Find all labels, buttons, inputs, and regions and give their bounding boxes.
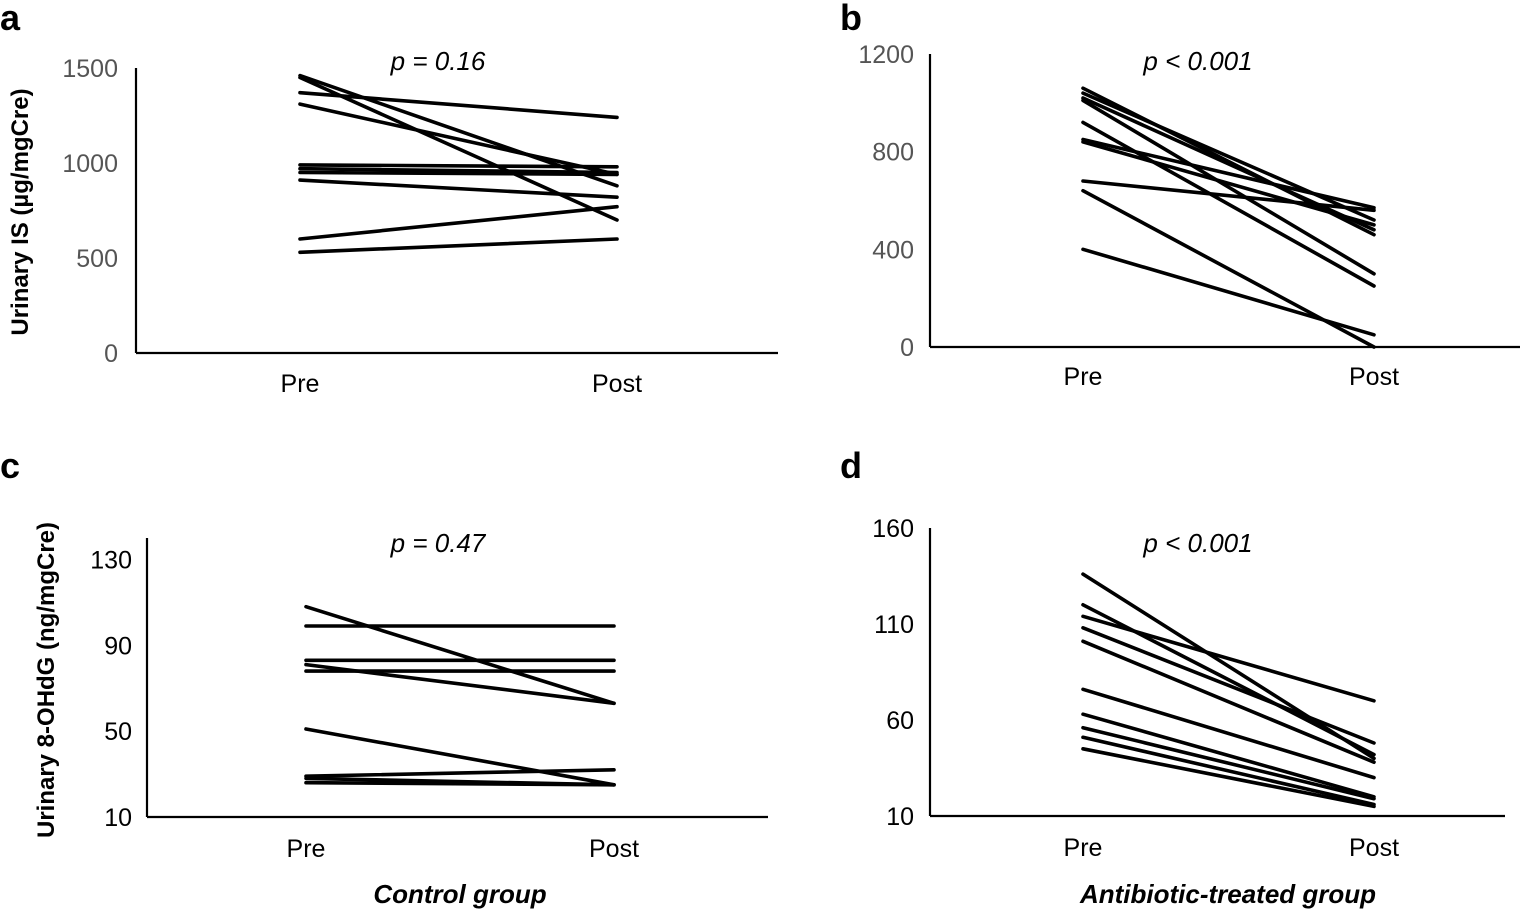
- panel-letter-c: c: [0, 445, 20, 486]
- y-tick-label: 0: [104, 340, 118, 368]
- y-tick-label: 130: [90, 546, 132, 574]
- series-line: [298, 204, 619, 241]
- series-line: [1081, 712, 1376, 799]
- y-axis-title-c: Urinary 8-OHdG (ng/mgCre): [33, 522, 60, 838]
- series-line: [304, 780, 616, 787]
- series-line: [1081, 687, 1376, 780]
- y-tick-label: 10: [104, 804, 132, 832]
- x-tick-label: Post: [589, 835, 639, 863]
- series-line: [1081, 639, 1376, 765]
- series-line: [298, 178, 619, 199]
- series-line: [1081, 735, 1376, 807]
- series-line: [298, 90, 619, 120]
- x-tick-label: Post: [592, 370, 642, 398]
- y-axis-title-a: Urinary IS (µg/mgCre): [7, 88, 34, 335]
- y-tick-label: 90: [104, 632, 132, 660]
- series-line: [298, 170, 619, 177]
- p-value-c: p = 0.47: [390, 528, 487, 558]
- series-line: [304, 604, 616, 706]
- y-tick-label: 50: [104, 718, 132, 746]
- x-tick-label: Pre: [287, 835, 326, 863]
- series-line: [1081, 746, 1376, 809]
- y-tick-label: 10: [886, 803, 914, 831]
- chart-panel-d: 10 60 110 160 Pre Post: [872, 515, 1505, 862]
- series-line: [304, 727, 616, 787]
- chart-panel-c: 10 50 90 130 Pre Post: [90, 538, 768, 863]
- x-tick-label: Post: [1349, 834, 1399, 862]
- p-value-a: p = 0.16: [390, 46, 486, 76]
- p-value-d: p < 0.001: [1142, 528, 1252, 558]
- series-line: [1081, 91, 1376, 222]
- chart-panel-a: 0 500 1000 1500 Pre Post: [62, 55, 778, 398]
- y-tick-label: 160: [872, 515, 914, 543]
- x-tick-label: Pre: [1064, 834, 1103, 862]
- group-label-antibiotic: Antibiotic-treated group: [1079, 879, 1376, 909]
- panel-letter-d: d: [840, 445, 862, 486]
- series-line: [1081, 98, 1376, 276]
- x-tick-label: Pre: [1064, 363, 1103, 391]
- series-line: [298, 163, 619, 169]
- series-line: [298, 102, 619, 177]
- panel-letter-b: b: [840, 0, 862, 38]
- y-tick-label: 1200: [858, 41, 914, 69]
- series-line: [1081, 625, 1376, 745]
- y-tick-label: 800: [872, 139, 914, 167]
- y-tick-label: 500: [76, 245, 118, 273]
- series-line: [1081, 96, 1376, 232]
- group-label-control: Control group: [373, 879, 546, 909]
- chart-panel-b: 0 400 800 1200 Pre Post: [858, 41, 1520, 391]
- series-line: [298, 166, 619, 175]
- panel-letter-a: a: [0, 0, 21, 38]
- y-tick-label: 1500: [62, 55, 118, 83]
- p-value-b: p < 0.001: [1142, 46, 1252, 76]
- series-line: [298, 237, 619, 255]
- y-tick-label: 110: [874, 611, 914, 639]
- series-line: [1081, 725, 1376, 801]
- x-tick-label: Pre: [281, 370, 320, 398]
- series-line: [298, 75, 619, 222]
- series-line: [1081, 614, 1376, 703]
- y-tick-label: 60: [886, 707, 914, 735]
- series-line: [1081, 140, 1376, 227]
- y-tick-label: 1000: [62, 150, 118, 178]
- series-line: [1081, 247, 1376, 337]
- series-line: [304, 767, 616, 779]
- x-tick-label: Post: [1349, 363, 1399, 391]
- y-tick-label: 0: [900, 334, 914, 362]
- y-tick-label: 400: [872, 236, 914, 264]
- series-line: [1081, 179, 1376, 213]
- series-line: [1081, 137, 1376, 210]
